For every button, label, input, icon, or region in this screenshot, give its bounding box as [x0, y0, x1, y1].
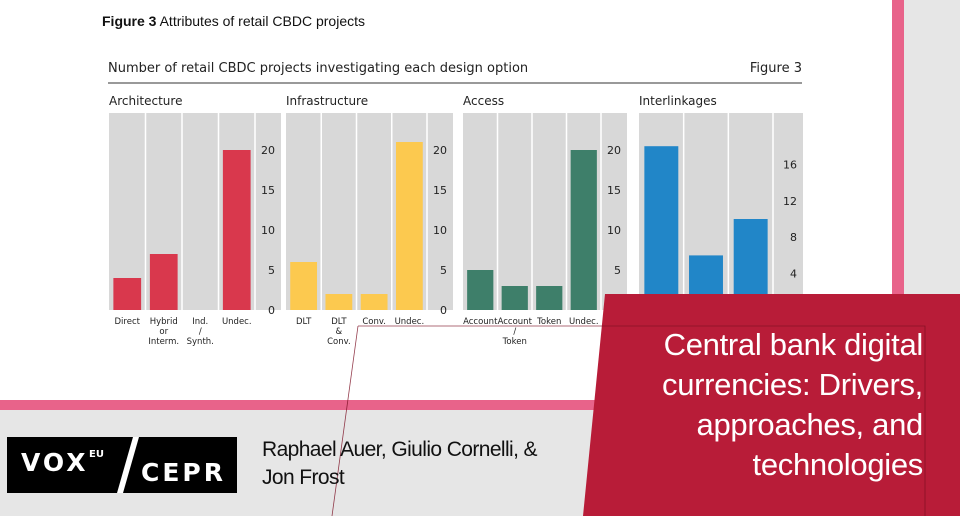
category-label: / — [513, 327, 516, 337]
category-label: Undec. — [222, 317, 252, 327]
category-label: Undec. — [569, 317, 599, 327]
y-tick-label: 5 — [268, 264, 275, 277]
chart-panel-interlinkages: Interlinkages 4 8 12 16 — [639, 94, 803, 310]
y-tick-label: 10 — [607, 224, 621, 237]
voxeu-cepr-logo: VOX EU CEPR — [7, 437, 237, 493]
y-tick-label: 15 — [261, 184, 275, 197]
panel-title: Interlinkages — [639, 94, 717, 108]
authors: Raphael Auer, Giulio Cornelli, & Jon Fro… — [262, 436, 582, 492]
headline-line: approaches, and — [696, 407, 924, 442]
category-label: Interm. — [148, 337, 179, 347]
y-tick-label: 20 — [433, 144, 447, 157]
category-label: DLT — [331, 317, 347, 327]
category-label: Conv. — [362, 317, 386, 327]
headline-title: Central bank digital currencies: Drivers… — [600, 325, 923, 485]
bar — [644, 146, 679, 310]
y-tick-label: 20 — [607, 144, 621, 157]
y-tick-label: 0 — [440, 304, 447, 317]
y-tick-label: 4 — [790, 268, 797, 281]
y-tick-label: 15 — [607, 184, 621, 197]
y-tick-label: 8 — [790, 231, 797, 244]
y-tick-label: 10 — [261, 224, 275, 237]
category-label: Synth. — [187, 337, 214, 347]
bar — [325, 294, 353, 310]
bar — [467, 270, 494, 310]
bar — [360, 294, 388, 310]
panel-title: Infrastructure — [286, 94, 368, 108]
category-label: Hybrid — [150, 317, 178, 327]
logo-vox: VOX — [21, 448, 89, 477]
headline-background — [583, 294, 960, 516]
chart-panel-access: AccessAccountAccount/TokenTokenUndec.051… — [463, 94, 627, 347]
headline-line: Central bank digital — [663, 327, 924, 362]
bar — [222, 150, 251, 310]
category-label: DLT — [296, 317, 312, 327]
y-tick-label: 5 — [614, 264, 621, 277]
bar — [536, 286, 563, 310]
panel-background — [109, 113, 281, 310]
figure-caption: Figure 3 Attributes of retail CBDC proje… — [102, 13, 365, 29]
bar — [501, 286, 528, 310]
authors-line: Raphael Auer, Giulio Cornelli, & — [262, 438, 538, 461]
category-label: Account — [498, 317, 533, 327]
y-tick-label: 16 — [783, 158, 797, 171]
pink-divider-band — [0, 400, 960, 410]
category-label: Account — [463, 317, 498, 327]
category-label: Conv. — [327, 337, 351, 347]
y-tick-label: 15 — [433, 184, 447, 197]
y-tick-label: 10 — [433, 224, 447, 237]
logo-eu: EU — [89, 449, 104, 460]
bar — [290, 262, 318, 310]
panel-title: Access — [463, 94, 504, 108]
bar — [149, 254, 178, 310]
panel-title: Architecture — [109, 94, 182, 108]
logo-slash — [117, 437, 139, 493]
chart-figure-label: Figure 3 — [750, 61, 802, 76]
bar — [570, 150, 597, 310]
category-label: Token — [502, 337, 527, 347]
category-label: Token — [536, 317, 561, 327]
category-label: Ind. — [192, 317, 208, 327]
category-label: or — [159, 327, 168, 337]
bar — [113, 278, 142, 310]
category-label: & — [336, 327, 343, 337]
y-tick-label: 0 — [268, 304, 275, 317]
category-label: Undec. — [395, 317, 425, 327]
y-tick-label: 5 — [440, 264, 447, 277]
bar — [395, 142, 423, 310]
category-label: / — [199, 327, 202, 337]
authors-line: Jon Frost — [262, 466, 345, 489]
figure-caption-text: Attributes of retail CBDC projects — [159, 13, 365, 29]
headline-line: currencies: Drivers, — [662, 367, 923, 402]
figure-caption-label: Figure 3 — [102, 13, 157, 29]
headline-line: technologies — [752, 447, 924, 482]
y-tick-label: 20 — [261, 144, 275, 157]
logo-cepr: CEPR — [141, 458, 226, 487]
chart-title: Number of retail CBDC projects investiga… — [108, 61, 528, 76]
headline-outline — [331, 325, 926, 516]
y-tick-label: 12 — [783, 195, 797, 208]
category-label: Direct — [115, 317, 141, 327]
